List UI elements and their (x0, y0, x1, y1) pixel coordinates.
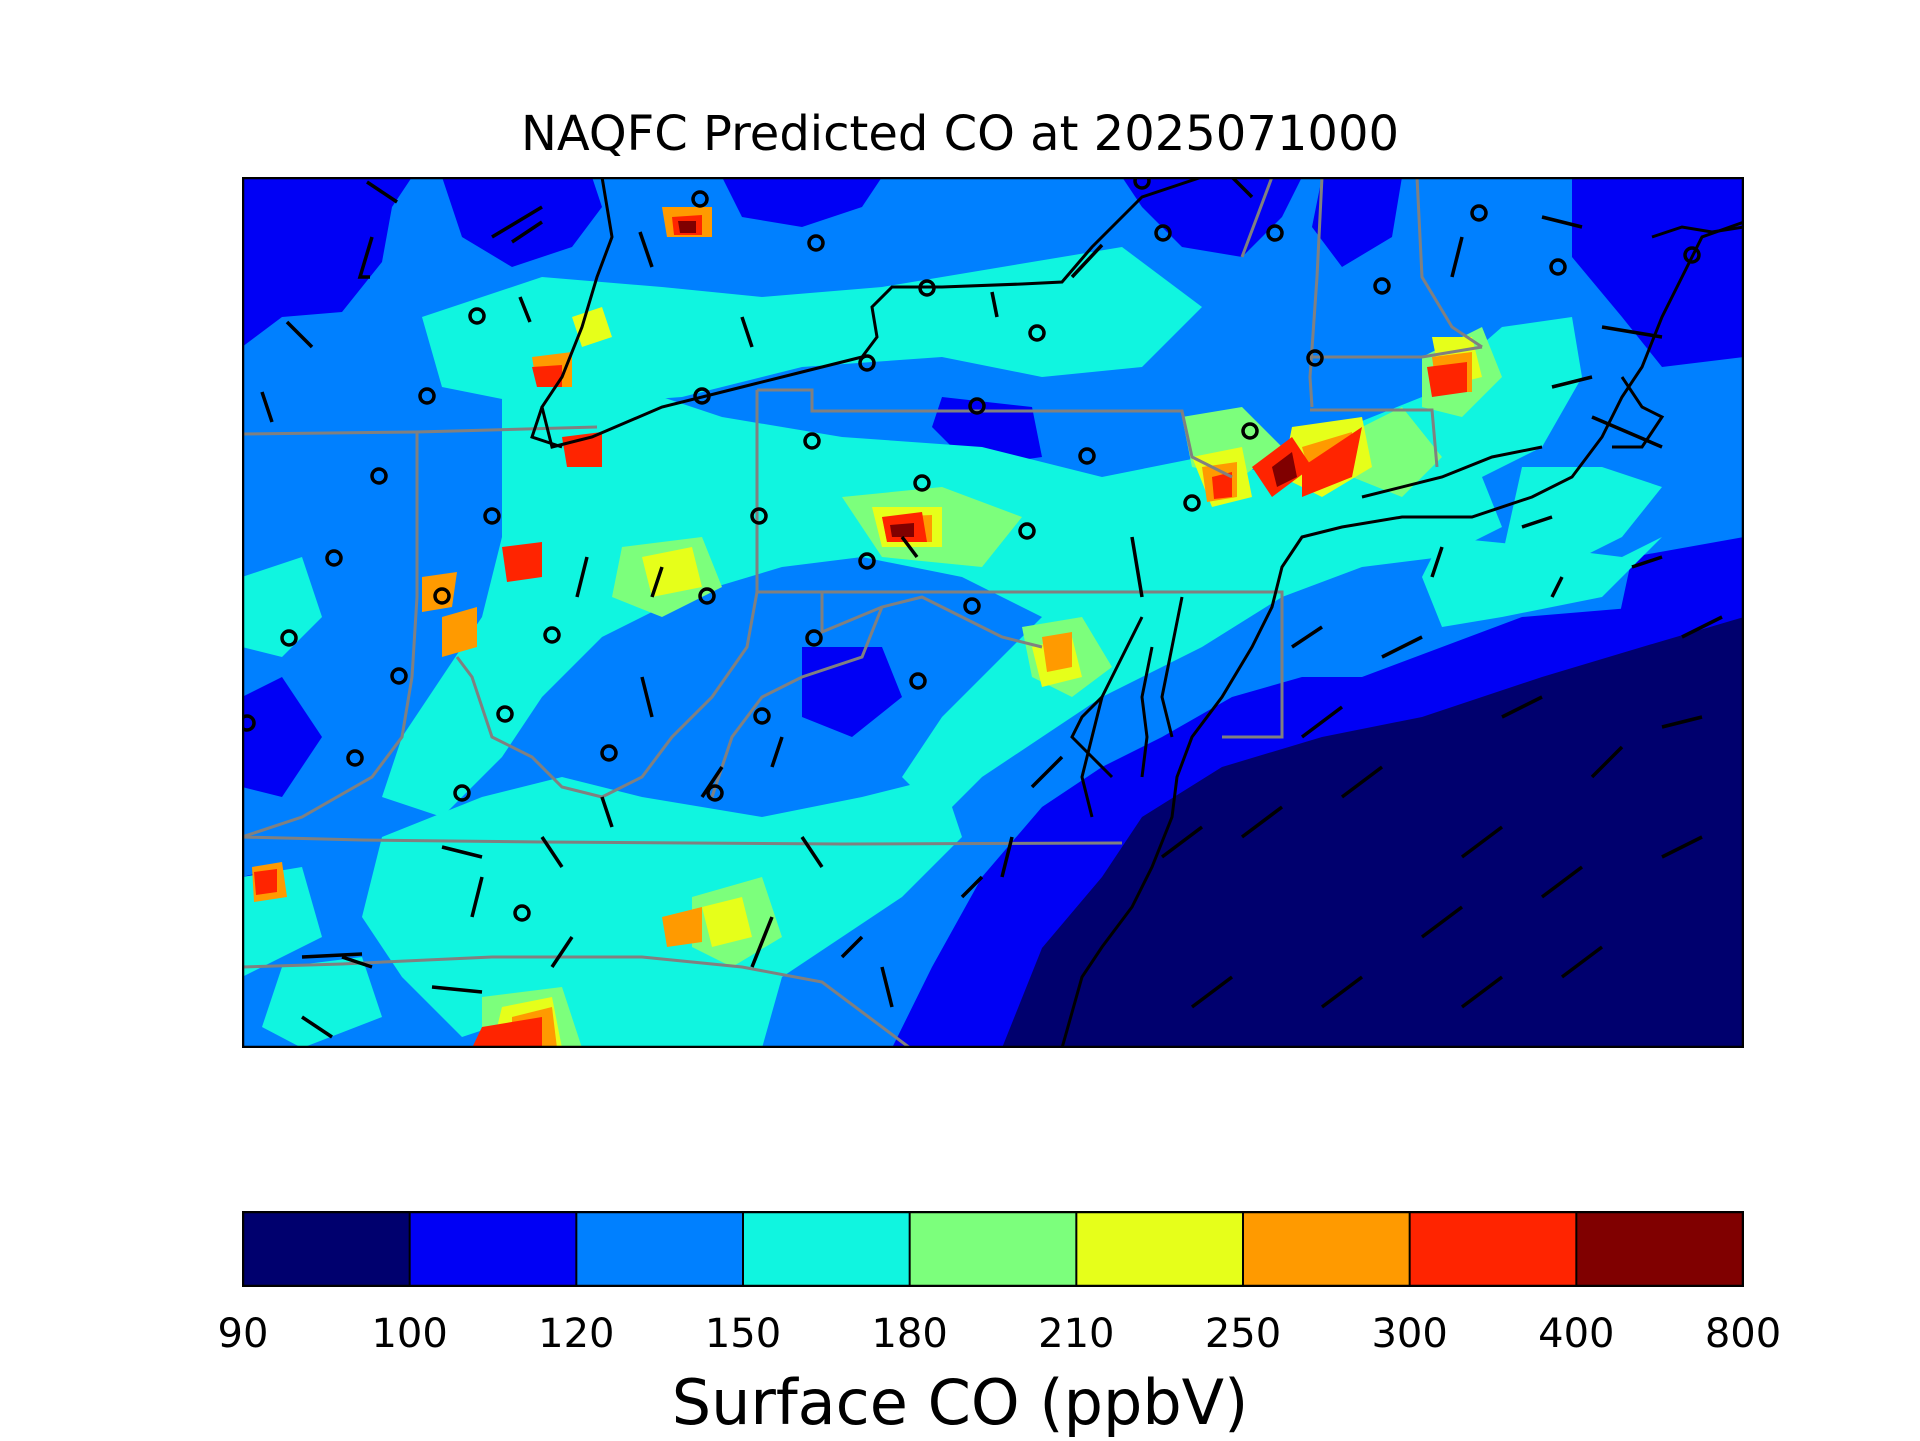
colorbar-bin-400-800 (1576, 1212, 1744, 1286)
state-boundaries (242, 177, 1483, 1048)
colorbar-frame (242, 1211, 1744, 1287)
colorbar-bin-180-210 (909, 1212, 1077, 1286)
colorbar-tick-label: 90 (217, 1311, 269, 1357)
colorbar-bin-120-150 (576, 1212, 744, 1286)
monitor-sites (242, 177, 1701, 922)
colorbar-tick-label: 250 (1204, 1311, 1282, 1357)
colorbar-tick-label: 120 (538, 1311, 615, 1357)
colorbar-bin-100-120 (409, 1212, 577, 1286)
colorbar-tick-label: 100 (371, 1311, 448, 1357)
colorbar-bin-210-250 (1076, 1212, 1244, 1286)
plot-title: NAQFC Predicted CO at 2025071000 (520, 106, 1400, 162)
colorbar-bin-250-300 (1243, 1212, 1411, 1286)
colorbar (242, 1211, 1744, 1287)
colorbar-tick-label: 300 (1371, 1311, 1448, 1357)
colorbar-tick-label: 180 (871, 1311, 948, 1357)
co-band-400-800 (678, 221, 1297, 537)
colorbar-tick-label: 400 (1538, 1311, 1615, 1357)
colorbar-tick-label: 800 (1704, 1311, 1782, 1357)
map-frame (242, 177, 1744, 1048)
co-band-90-100 (1002, 617, 1744, 1048)
colorbar-bin-90-100 (243, 1212, 411, 1286)
coastlines (530, 177, 1744, 1048)
colorbar-tick-label: 210 (1038, 1311, 1115, 1357)
colorbar-bin-150-180 (743, 1212, 911, 1286)
wind-barbs (260, 177, 1723, 1039)
colorbar-tick-label: 150 (704, 1311, 782, 1357)
colorbar-label: Surface CO (ppbV) (671, 1366, 1249, 1439)
colorbar-bin-300-400 (1409, 1212, 1577, 1286)
co-map (242, 177, 1744, 1048)
colorbar-ticks: 90 100 120 150 180 210 250 300 400 800 (218, 1310, 1782, 1360)
